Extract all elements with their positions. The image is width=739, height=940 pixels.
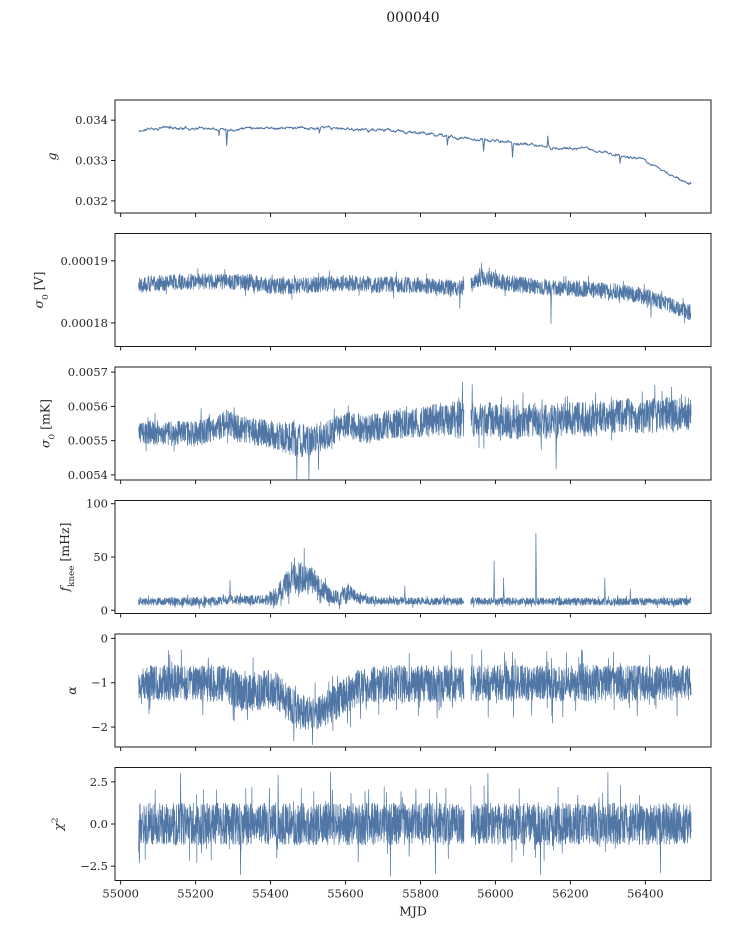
- y-tick-label: 0.00019: [60, 254, 108, 268]
- y-tick-label: 0.00018: [60, 316, 108, 330]
- series-sigma0-v: [138, 262, 692, 324]
- y-tick-label: 0.0057: [68, 365, 108, 379]
- x-tick-label: 55000: [102, 887, 139, 901]
- y-axis-label-g: g: [44, 152, 59, 160]
- y-axis-label-sigma0-mk: σ0 [mK]: [37, 399, 57, 448]
- y-tick-label: 0.0055: [68, 434, 108, 448]
- series-chi2: [138, 771, 692, 877]
- panel-frame: [114, 233, 712, 347]
- y-tick-label: 0.0054: [68, 468, 108, 482]
- y-tick-label: 0.032: [75, 194, 108, 208]
- panel-sigma0-mk: 0.0054 0.0055 0.0056 0.0057 σ0 [mK]: [37, 365, 712, 484]
- y-tick-label: 0.034: [75, 113, 108, 127]
- x-axis-label: MJD: [399, 904, 427, 919]
- y-axis-label-chi2: χ2: [51, 817, 66, 831]
- y-tick-label: 100: [86, 497, 108, 511]
- x-tick-label: 55800: [402, 887, 439, 901]
- figure-title: 000040: [386, 10, 440, 26]
- y-tick-label: 0.0056: [68, 399, 108, 413]
- series-sigma0-mk: [138, 381, 692, 481]
- y-axis-label-fknee: fknee [mHz]: [57, 522, 77, 592]
- y-tick-label: −1: [91, 676, 108, 690]
- y-tick-label: 0: [101, 631, 108, 645]
- y-tick-label: 0.033: [75, 154, 108, 168]
- panel-fknee: 0 50 100 fknee [mHz]: [57, 497, 712, 618]
- panel-sigma0-v: 0.00018 0.00019 σ0 [V]: [31, 233, 712, 351]
- series-fknee: [138, 532, 692, 610]
- panel-g: 0.032 0.033 0.034 g: [44, 99, 712, 217]
- panel-frame: [114, 633, 712, 748]
- y-tick-label: −2: [91, 720, 108, 734]
- series-g: [138, 125, 692, 185]
- x-tick-label: 55400: [252, 887, 289, 901]
- x-tick-label: 56000: [477, 887, 514, 901]
- y-axis-label-sigma0-v: σ0 [V]: [31, 272, 51, 309]
- x-tick-label: 56200: [552, 887, 589, 901]
- y-tick-label: 0: [101, 603, 108, 617]
- panel-alpha: 0 −1 −2 α: [64, 631, 712, 751]
- y-axis-label-alpha: α: [64, 686, 79, 695]
- y-tick-label: −2.5: [80, 859, 108, 873]
- y-tick-label: 50: [93, 550, 108, 564]
- panel-frame: [114, 99, 712, 214]
- x-tick-label: 55600: [327, 887, 364, 901]
- y-tick-label: 2.5: [90, 775, 108, 789]
- series-alpha: [138, 649, 692, 745]
- x-tick-label: 56400: [627, 887, 664, 901]
- panel-chi2: 2.5 0.0 −2.5 55000 55200 55400 55600 55800 56000…: [51, 767, 712, 901]
- y-tick-label: 0.0: [90, 817, 108, 831]
- x-tick-label: 55200: [177, 887, 214, 901]
- panel-frame: [114, 366, 712, 481]
